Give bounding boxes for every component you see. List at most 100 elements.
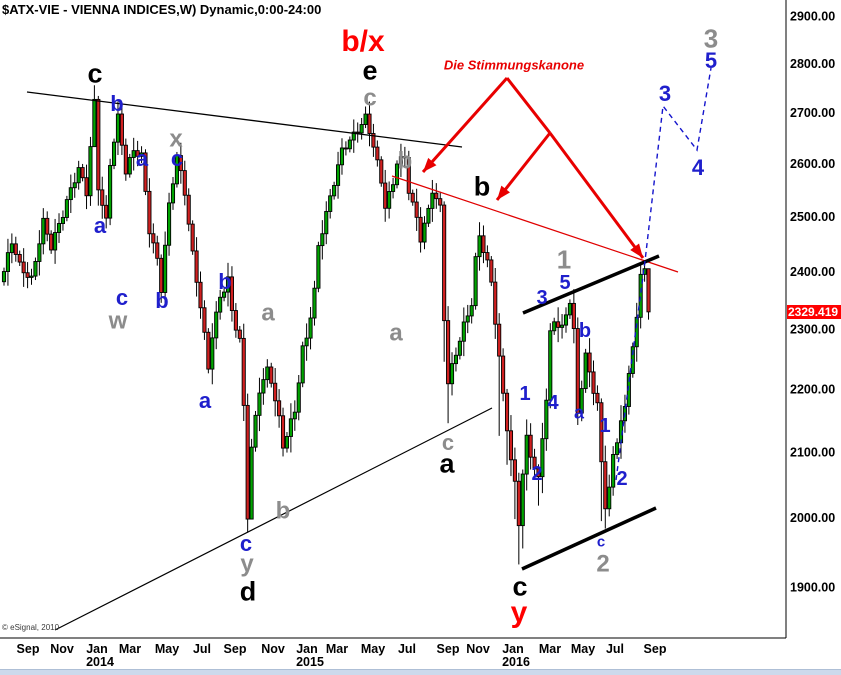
candle-body-up <box>56 223 62 233</box>
candle <box>280 407 286 457</box>
wave-label[interactable]: 1 <box>557 244 571 274</box>
candle <box>481 225 486 264</box>
time-tick-label: Nov <box>50 642 74 656</box>
candle <box>64 195 69 222</box>
candle <box>225 262 231 307</box>
wave-label[interactable]: 3 <box>704 23 718 53</box>
candle-body-down <box>383 182 388 209</box>
candle-body-down <box>418 216 423 243</box>
candle-body-down <box>100 189 105 206</box>
wave-label[interactable]: a <box>199 388 212 413</box>
candle-body-up <box>76 167 81 184</box>
candle <box>497 313 502 436</box>
candle-body-up <box>111 141 117 166</box>
price-tick-label: 2800.00 <box>790 57 835 71</box>
wave-label[interactable]: 2 <box>616 468 627 490</box>
candle-body-down <box>485 252 490 261</box>
wave-label[interactable]: c <box>512 572 527 602</box>
candle-body-up <box>544 399 549 440</box>
wave-label[interactable]: 3 <box>659 81 671 106</box>
wave-label[interactable]: 4 <box>692 155 705 180</box>
wave-label[interactable]: d <box>240 577 257 607</box>
candle-body-up <box>249 446 254 520</box>
candle-body-down <box>135 150 140 157</box>
wave-label[interactable]: 1 <box>519 383 530 405</box>
annotation-text[interactable]: Die Stimmungskanone <box>444 58 584 73</box>
wave-label[interactable]: a <box>261 300 275 327</box>
wave-label[interactable]: b <box>398 148 413 175</box>
wave-label[interactable]: b <box>474 172 491 202</box>
wave-label[interactable]: 1 <box>599 415 610 437</box>
wave-label[interactable]: 3 <box>536 287 547 309</box>
red-declining-trendline[interactable] <box>391 175 679 273</box>
wave-label[interactable]: y <box>240 551 254 578</box>
wave-label[interactable]: w <box>108 308 128 335</box>
annotation-arrow-line[interactable] <box>495 132 552 201</box>
wave-label[interactable]: c <box>116 285 128 310</box>
candle-body-up <box>33 261 38 277</box>
annotation-arrow-line[interactable] <box>505 77 552 134</box>
channel-upper-thick-line[interactable] <box>522 254 660 315</box>
elliott-projection-line[interactable] <box>615 67 712 481</box>
annotation-arrow-line[interactable] <box>421 77 509 173</box>
candle <box>269 362 274 388</box>
candle <box>646 268 651 320</box>
wave-label[interactable]: c <box>240 531 252 556</box>
wave-label[interactable]: x <box>169 126 183 153</box>
wave-label[interactable]: c <box>442 430 454 455</box>
candle <box>446 306 451 424</box>
candle <box>410 189 415 206</box>
wave-label[interactable]: a <box>389 320 403 347</box>
wave-label[interactable]: a <box>439 449 455 479</box>
wave-label[interactable]: b <box>276 498 291 525</box>
candle-body-up <box>524 434 529 475</box>
wave-label[interactable]: a <box>136 146 149 171</box>
candle <box>123 138 128 181</box>
candle-body-down <box>21 261 26 274</box>
wave-label[interactable]: a <box>574 402 585 422</box>
wave-label[interactable]: b <box>579 320 591 342</box>
wave-label[interactable]: 5 <box>705 48 717 73</box>
candle <box>92 85 97 148</box>
candle <box>45 211 50 242</box>
wave-label[interactable]: 4 <box>547 392 559 414</box>
wave-label[interactable]: 2 <box>531 463 542 485</box>
candle-body-up <box>5 252 10 272</box>
candle-body-down <box>379 159 384 184</box>
wave-label[interactable]: a <box>94 213 107 238</box>
projection-layer[interactable] <box>615 67 712 481</box>
candle <box>1 267 7 286</box>
upper-declining-trendline[interactable] <box>26 91 463 148</box>
candle <box>210 323 215 385</box>
wave-label[interactable]: c <box>363 85 376 112</box>
wave-label[interactable]: b <box>110 91 123 116</box>
wave-label[interactable]: c <box>171 146 183 171</box>
horizontal-scrollbar[interactable] <box>0 669 841 675</box>
candle <box>206 328 211 374</box>
candle-body-down <box>556 321 561 328</box>
wave-label[interactable]: c <box>87 59 102 89</box>
wave-label[interactable]: e <box>362 56 377 86</box>
candle-body-down <box>80 167 85 179</box>
wave-label[interactable]: b <box>218 269 231 294</box>
wave-label[interactable]: 5 <box>559 272 570 294</box>
candle-body-up <box>312 287 317 319</box>
annotation-arrow-line[interactable] <box>548 132 645 259</box>
rising-support-trendline[interactable] <box>54 407 493 631</box>
time-tick-label: Jul <box>193 642 211 656</box>
candle-body-down <box>155 242 160 259</box>
wave-label[interactable]: c <box>597 533 605 550</box>
candle-body-up <box>214 311 219 339</box>
price-tick-label: 2100.00 <box>790 445 835 459</box>
annotation-arrows-layer[interactable] <box>421 77 645 259</box>
wave-label[interactable]: b/x <box>341 25 385 58</box>
candle <box>489 256 494 287</box>
channel-lower-thick-line[interactable] <box>521 506 657 571</box>
wave-label[interactable]: 2 <box>596 551 609 578</box>
wave-label[interactable]: b <box>155 288 168 313</box>
candle-body-up <box>615 442 620 455</box>
wave-label[interactable]: y <box>511 596 528 629</box>
candle <box>520 469 525 549</box>
candle <box>579 380 584 422</box>
